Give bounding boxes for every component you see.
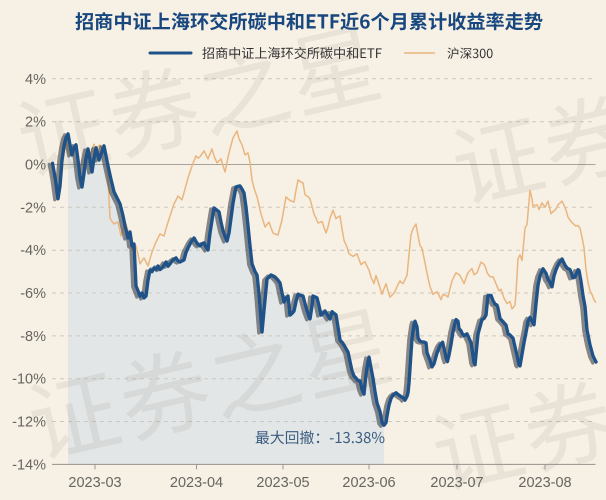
svg-text:2023-07: 2023-07 [430,475,483,491]
svg-text:0%: 0% [25,158,46,174]
svg-text:-8%: -8% [20,329,46,345]
svg-text:-2%: -2% [20,200,46,216]
svg-text:-4%: -4% [20,243,46,259]
svg-text:2023-04: 2023-04 [170,475,223,491]
svg-text:-6%: -6% [20,286,46,302]
svg-text:2023-03: 2023-03 [68,475,121,491]
svg-text:2023-05: 2023-05 [256,475,309,491]
svg-text:2023-06: 2023-06 [342,475,395,491]
svg-text:2023-08: 2023-08 [518,475,571,491]
svg-text:-10%: -10% [12,372,46,388]
svg-text:-12%: -12% [12,415,46,431]
svg-text:4%: 4% [25,72,46,88]
svg-text:2%: 2% [25,115,46,131]
svg-text:-14%: -14% [12,457,46,473]
